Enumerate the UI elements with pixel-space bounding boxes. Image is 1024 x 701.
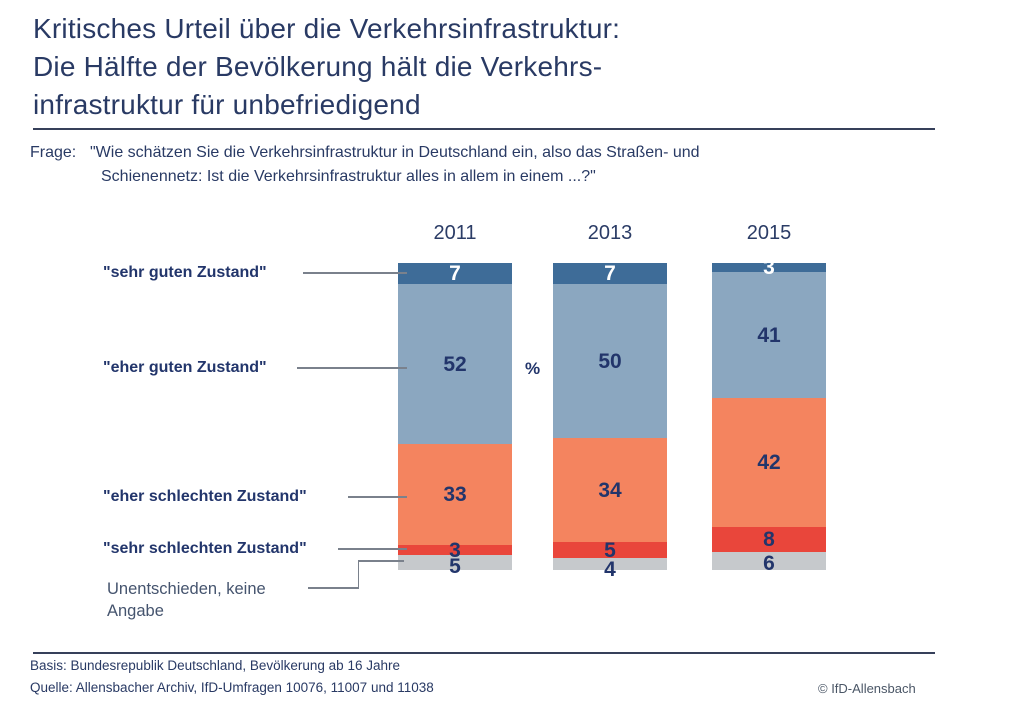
bar-segment: 41 [712,272,826,399]
quelle-text: Quelle: Allensbacher Archiv, IfD-Umfrage… [30,680,434,695]
connector-line-unentschieden-upper [357,560,404,562]
side-label-eher-gut: "eher guten Zustand" [103,359,267,376]
segment-value: 5 [604,538,616,562]
question-line-2: Schienennetz: Ist die Verkehrsinfrastruk… [101,168,596,185]
bar-column-2011: 7 52 33 3 5 [398,262,512,577]
bar-segment: 7 [553,262,667,286]
question-line-1: "Wie schätzen Sie die Verkehrsinfrastruk… [90,144,700,161]
bar-segment: 4 [553,557,667,580]
question-text: "Wie schätzen Sie die Verkehrsinfrastruk… [90,141,700,189]
bar-column-2013: 7 50 34 5 4 [553,262,667,580]
bar-segment: 5 [553,540,667,561]
segment-value: 50 [598,349,622,373]
bar-segment: 6 [712,551,826,574]
bar-segment: 3 [712,257,826,278]
bar-segment: 7 [398,262,512,286]
segment-value: 34 [598,478,622,502]
bar-segment: 42 [712,398,826,528]
connector-line-sehr-schlecht [338,548,407,550]
connector-line-unentschieden-vertical [357,560,359,588]
percent-unit-label: % [524,359,541,378]
side-label-sehr-schlecht: "sehr schlechten Zustand" [103,540,307,557]
side-label-unentschieden-line2: Angabe [107,602,164,620]
connector-line-unentschieden-lower [308,587,359,589]
page-title: Kritisches Urteil über die Verkehrsinfra… [33,10,620,124]
bar-segment: 5 [398,554,512,577]
title-divider [33,128,935,130]
segment-value: 52 [443,352,467,376]
bar-segment: 3 [398,540,512,561]
side-label-sehr-gut: "sehr guten Zustand" [103,264,267,281]
footer-divider [33,652,935,654]
segment-value: 3 [449,538,461,562]
year-label-2015: 2015 [746,222,792,244]
bar-column-2015: 3 41 42 8 6 [712,257,826,574]
title-line-1: Kritisches Urteil über die Verkehrsinfra… [33,13,621,44]
bar-segment: 33 [398,444,512,546]
year-label-2011: 2011 [433,222,477,244]
segment-value: 33 [443,483,467,507]
connector-line-sehr-gut [303,272,407,274]
bar-segment: 50 [553,284,667,438]
connector-line-eher-gut [297,367,407,369]
title-line-2: Die Hälfte der Bevölkerung hält die Verk… [33,51,603,82]
question-label: Frage: [30,144,77,161]
basis-text: Basis: Bundesrepublik Deutschland, Bevöl… [30,658,400,673]
connector-line-eher-schlecht [348,496,407,498]
copyright-text: © IfD-Allensbach [818,681,916,696]
segment-value: 41 [757,323,781,347]
bar-segment: 52 [398,284,512,445]
survey-question: Frage: "Wie schätzen Sie die Verkehrsinf… [30,141,700,189]
side-label-eher-schlecht: "eher schlechten Zustand" [103,488,307,505]
segment-value: 6 [763,551,775,575]
segment-value: 5 [449,554,461,578]
side-label-unentschieden-line1: Unentschieden, keine [107,580,266,598]
segment-value: 3 [763,256,775,280]
bar-segment: 8 [712,527,826,552]
segment-value: 8 [763,527,775,551]
segment-value: 7 [449,262,461,286]
segment-value: 42 [757,451,781,475]
year-label-2013: 2013 [587,222,633,244]
segment-value: 4 [604,557,616,581]
side-label-unentschieden: Unentschieden, keine Angabe [107,578,266,622]
title-line-3: infrastruktur für unbefriedigend [33,89,421,120]
bar-segment: 34 [553,437,667,543]
segment-value: 7 [604,262,616,286]
